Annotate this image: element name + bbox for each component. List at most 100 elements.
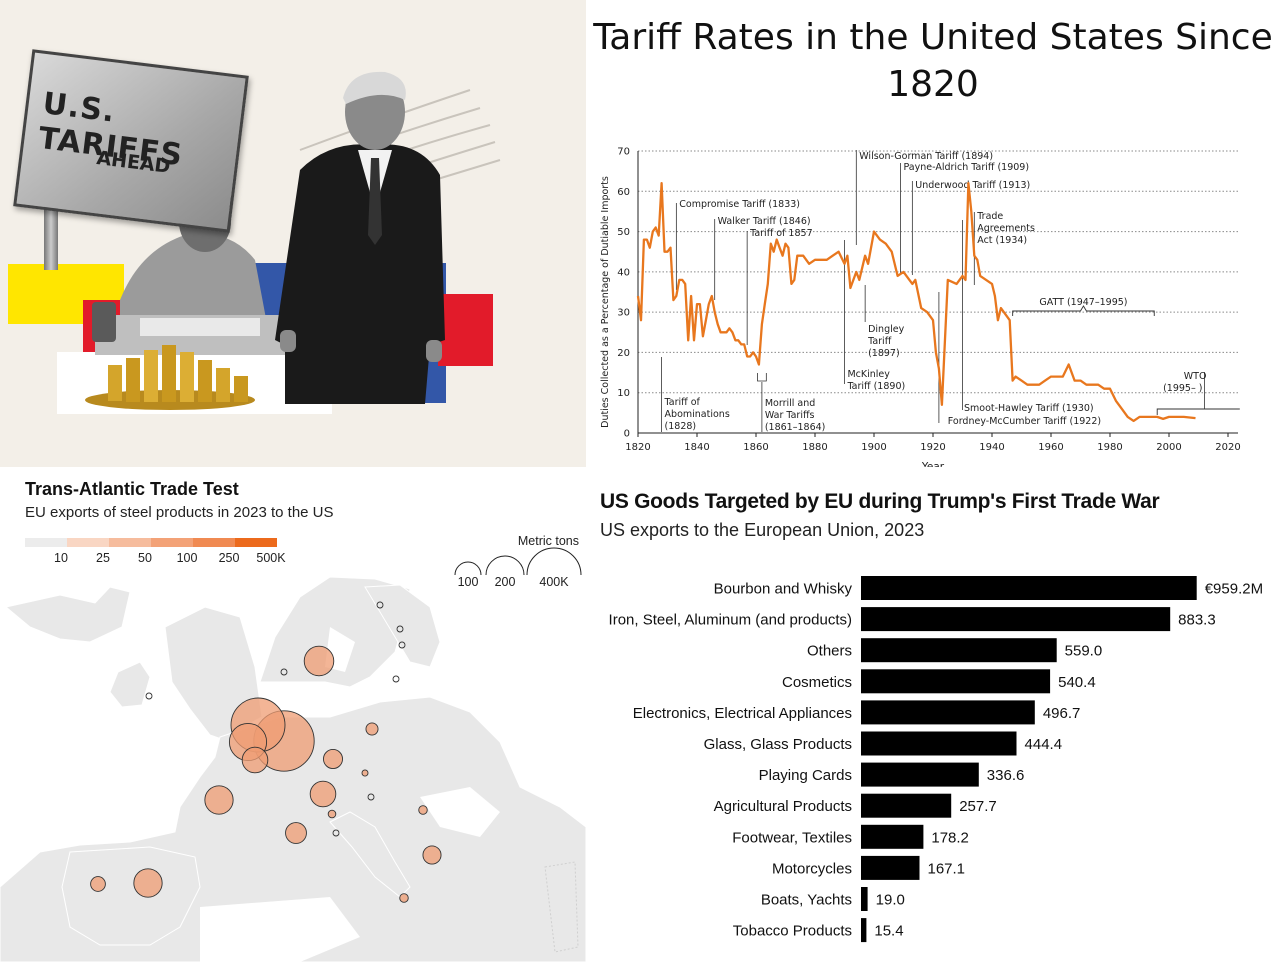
tariff-road-sign: U.S. TARIFFS AHEAD: [13, 49, 249, 233]
annotation-label: (1861–1864): [765, 422, 826, 433]
bar-category-label: Footwear, Textiles: [732, 829, 852, 846]
annotation-label: Smoot-Hawley Tariff (1930): [964, 403, 1094, 414]
bubble-france-north-: [241, 746, 269, 774]
annotation-label: Compromise Tariff (1833): [679, 199, 800, 210]
color-legend-swatch: [235, 538, 277, 547]
mediterranean-sea: [200, 897, 360, 962]
x-tick-label: 1820: [625, 442, 650, 453]
bar-value-label: 559.0: [1065, 643, 1103, 660]
y-axis-label: Duties Collected as a Percentage of Duti…: [600, 176, 611, 428]
bar: [861, 607, 1171, 632]
gatt-label: GATT (1947–1995): [1039, 297, 1127, 308]
color-legend-label: 10: [54, 551, 68, 565]
bar: [861, 855, 920, 880]
color-legend-swatch: [67, 538, 109, 547]
sign-post: [44, 200, 58, 270]
bar: [861, 887, 868, 911]
bar-value-label: 540.4: [1058, 674, 1096, 691]
annotation-label: Tariff: [867, 336, 892, 347]
bar-category-label: Tobacco Products: [733, 923, 852, 940]
steel-exports-map-panel: Trans-Atlantic Trade Test EU exports of …: [0, 467, 586, 962]
bubble-finland: [376, 601, 384, 609]
bubble-slovakia: [361, 769, 369, 777]
land-region: [61, 846, 201, 946]
bubble-croatia: [332, 829, 340, 837]
land-region: [329, 811, 411, 898]
bar: [861, 638, 1057, 663]
bubble-bulgaria: [422, 845, 442, 865]
annotation-label: War Tariffs: [765, 410, 815, 421]
annotation-label: Underwood Tariff (1913): [915, 180, 1030, 191]
bar: [861, 918, 867, 943]
gold-coins: [85, 345, 255, 410]
size-legend-label: 400K: [539, 575, 569, 589]
y-tick-label: 40: [617, 267, 630, 278]
size-legend-circle: [485, 555, 525, 576]
bubble-spain: [133, 868, 163, 898]
map-subtitle: EU exports of steel products in 2023 to …: [25, 504, 334, 521]
bar: [861, 669, 1051, 694]
tariff-history-panel: Tariff Rates in the United States Since …: [586, 0, 1280, 467]
bar: [861, 576, 1197, 600]
bubble-sweden: [303, 645, 335, 677]
morrill-bracket: [757, 373, 767, 382]
annotation-label: Dingley: [868, 324, 904, 335]
land-region: [109, 661, 151, 708]
y-tick-label: 30: [617, 308, 630, 319]
hatched-region: [544, 861, 579, 953]
bubble-poland: [365, 722, 379, 736]
black-sea: [420, 787, 500, 837]
bar-category-label: Electronics, Electrical Appliances: [633, 705, 852, 722]
bubble-hungary: [367, 793, 375, 801]
us-goods-panel: US Goods Targeted by EU during Trump's F…: [586, 467, 1280, 962]
color-legend-label: 25: [96, 551, 110, 565]
bar-category-label: Glass, Glass Products: [704, 736, 852, 753]
bar: [861, 824, 924, 849]
x-tick-label: 2000: [1156, 442, 1181, 453]
standing-man-figure: [275, 71, 445, 404]
annotation-label: Morrill and: [765, 398, 815, 409]
y-tick-label: 70: [617, 147, 630, 158]
land-region: [364, 584, 441, 668]
tariff-line-chart: 0 10 20 30 40 50 60 70 1820 1840 1860 1880 1900 1920 1…: [600, 147, 1241, 468]
annotation-label: Agreements: [977, 223, 1035, 234]
bar-value-label: 496.7: [1043, 705, 1081, 722]
gatt-bracket: [1012, 305, 1155, 316]
bar-value-label: 336.6: [987, 767, 1025, 784]
us-goods-bar-chart: Bourbon and Whisky €959.2M Iron, Steel, Al…: [609, 576, 1263, 943]
bar-value-label: 883.3: [1178, 612, 1216, 629]
annotation-label: Payne-Aldrich Tariff (1909): [904, 162, 1030, 173]
bar-value-label: 178.2: [931, 829, 969, 846]
bubble-czechia: [323, 749, 343, 769]
bar-category-label: Boats, Yachts: [761, 892, 852, 909]
bar-value-label: €959.2M: [1205, 581, 1263, 598]
bar-category-label: Iron, Steel, Aluminum (and products): [609, 612, 852, 629]
bar-chart-subtitle: US exports to the European Union, 2023: [600, 520, 925, 540]
x-tick-label: 1880: [802, 442, 827, 453]
bar-category-label: Others: [807, 643, 852, 660]
map-title: Trans-Atlantic Trade Test: [25, 479, 239, 499]
bar: [861, 700, 1035, 725]
bubble-latvia: [398, 641, 406, 649]
annotation-label: Tariff of: [664, 397, 701, 408]
europe-bubble-map: 10 25 50 100 250 500K Metric tons 100 200 400K: [0, 534, 586, 962]
y-tick-label: 50: [617, 227, 630, 238]
red-block-right: [438, 294, 493, 366]
annotation-label: Act (1934): [977, 235, 1027, 246]
bar-category-label: Bourbon and Whisky: [714, 581, 853, 598]
photo-collage: U.S. TARIFFS AHEAD: [0, 0, 586, 467]
color-legend-swatch: [193, 538, 235, 547]
bar-value-label: 257.7: [959, 798, 997, 815]
bubble-france: [204, 785, 234, 815]
annotation-label: Abominations: [665, 409, 730, 420]
size-legend-title: Metric tons: [518, 534, 579, 548]
bar: [861, 762, 979, 787]
annotation-label: (1828): [665, 421, 697, 432]
size-legend-label: 200: [495, 575, 516, 589]
wto-label: (1995– ): [1163, 383, 1202, 394]
bubble-slovenia: [327, 809, 337, 819]
x-tick-label: 1900: [861, 442, 886, 453]
x-tick-label: 1920: [920, 442, 945, 453]
wto-label: WTO: [1184, 371, 1207, 382]
bar-category-label: Motorcycles: [772, 860, 852, 877]
